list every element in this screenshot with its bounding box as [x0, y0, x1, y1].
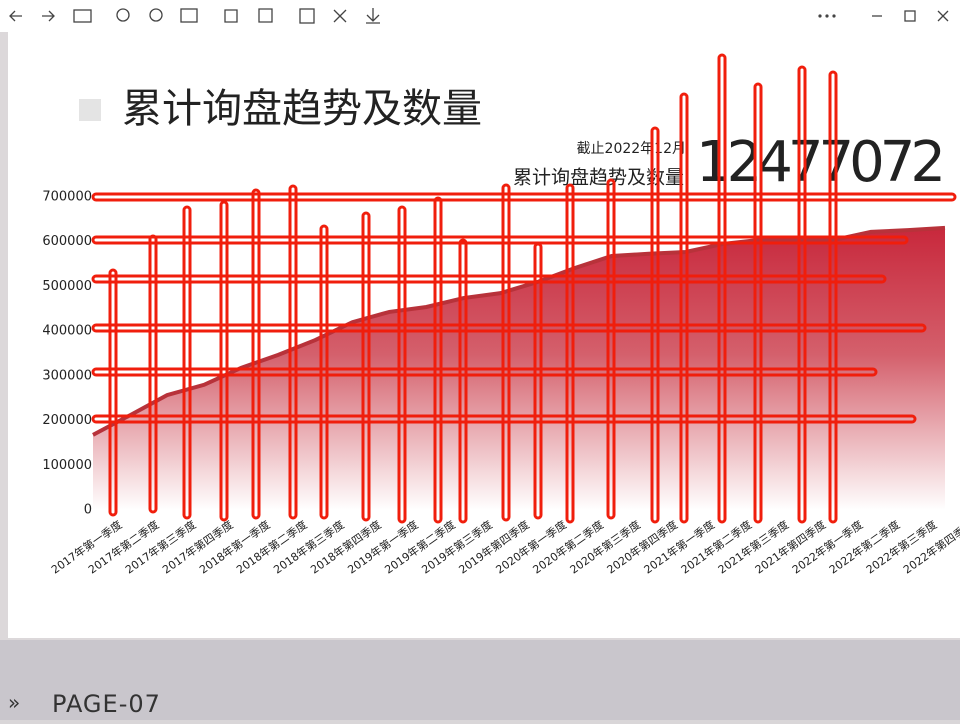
annotation-stroke [251, 188, 261, 520]
area-line [92, 225, 946, 437]
slide-title: 累计询盘趋势及数量 [122, 86, 482, 132]
edit-button[interactable] [258, 8, 273, 23]
y-tick-label: 500000 [42, 279, 92, 294]
page-label: PAGE-07 [52, 690, 161, 718]
annotation-stroke [828, 70, 838, 524]
annotation-stroke [91, 323, 927, 333]
annotation-stroke [91, 367, 878, 377]
background-photo [0, 640, 960, 720]
copy-button[interactable] [299, 8, 315, 24]
annotation-stroke [717, 53, 727, 524]
annotation-stroke [182, 205, 192, 520]
annotation-stroke [797, 65, 807, 524]
annotation-stroke [91, 192, 957, 202]
forward-button[interactable] [42, 10, 55, 22]
annotation-stroke [433, 196, 443, 524]
y-tick-label: 600000 [42, 234, 92, 249]
annotation-stroke [91, 235, 909, 245]
y-tick-label: 700000 [42, 190, 92, 205]
annotation-stroke [458, 238, 468, 524]
annotation-stroke [319, 224, 329, 520]
y-tick-label: 400000 [42, 324, 92, 339]
download-button[interactable] [366, 8, 380, 24]
zoom-out-button[interactable] [149, 8, 163, 22]
maximize-button[interactable] [904, 10, 916, 22]
title-marker [79, 99, 101, 121]
annotation-stroke [219, 200, 229, 522]
close-button[interactable] [937, 10, 949, 22]
more-button[interactable] [818, 14, 836, 18]
actual-size-button[interactable] [180, 8, 198, 23]
annotation-stroke [91, 414, 917, 424]
annotation-stroke [108, 268, 118, 517]
total-label: 累计询盘趋势及数量 [513, 167, 684, 189]
y-tick-label: 100000 [42, 458, 92, 473]
annotation-strokes [91, 53, 957, 524]
grid-button[interactable] [73, 9, 92, 23]
zoom-in-button[interactable] [116, 8, 130, 22]
annotation-stroke [501, 183, 511, 522]
y-tick-label: 300000 [42, 368, 92, 383]
annotation-stroke [91, 274, 887, 284]
annotation-stroke [397, 205, 407, 524]
total-value: 12477072 [696, 130, 946, 195]
nav-arrow[interactable]: » [8, 691, 20, 715]
annotation-stroke [361, 211, 371, 522]
toolbar [0, 0, 960, 32]
annotation-stroke [606, 178, 616, 520]
annotation-stroke [288, 184, 298, 520]
ocr-button[interactable] [333, 9, 347, 23]
y-tick-label: 200000 [42, 413, 92, 428]
annotation-stroke [679, 92, 689, 524]
annotation-stroke [565, 183, 575, 524]
rotate-button[interactable] [224, 9, 238, 23]
y-tick-label: 0 [84, 503, 92, 518]
annotation-stroke [753, 82, 763, 524]
back-button[interactable] [9, 10, 22, 22]
as-of-date: 截止2022年12月 [577, 141, 686, 157]
